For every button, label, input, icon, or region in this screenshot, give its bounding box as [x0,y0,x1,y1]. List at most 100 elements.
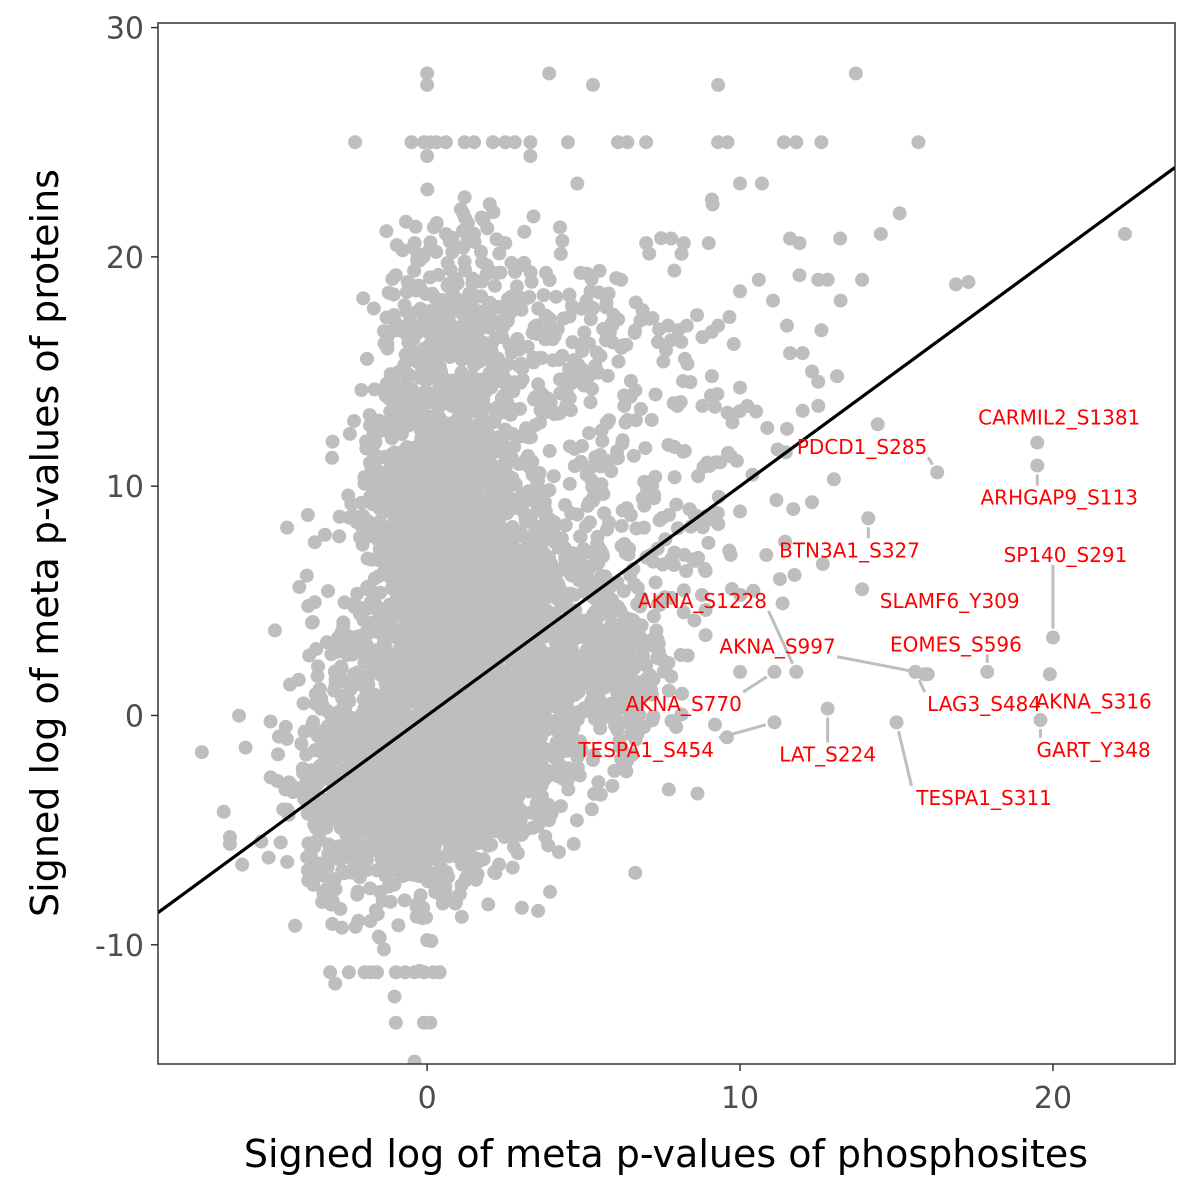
data-point [667,545,682,560]
data-point [350,887,365,902]
data-point [443,262,458,277]
data-point [413,422,428,437]
data-point [432,410,447,425]
data-point [368,903,383,918]
data-point [380,336,395,351]
data-point [362,689,377,704]
data-point [483,429,498,444]
data-point [544,525,559,540]
data-point [328,672,343,687]
data-point [593,787,608,802]
data-point [611,354,626,369]
data-point [696,460,711,475]
data-point [377,783,392,798]
data-point [489,575,504,590]
data-point [464,745,479,760]
data-point [536,569,551,584]
data-point [399,561,414,576]
data-point [479,654,494,669]
data-point [554,584,569,599]
data-point [273,835,288,850]
data-point [295,761,310,776]
data-point [707,399,722,414]
data-point [493,523,508,538]
data-point [277,729,292,744]
data-point [363,914,378,929]
data-point [425,731,440,746]
data-point [547,718,562,733]
data-point [470,836,485,851]
data-point [317,527,332,542]
data-point [356,849,371,864]
data-point [358,718,373,733]
data-point [356,676,371,691]
data-point [414,402,429,417]
data-point [336,615,351,630]
data-point [585,381,600,396]
data-point [334,920,349,935]
data-point [469,851,484,866]
data-point [518,624,533,639]
data-point [364,552,379,567]
data-point [393,416,408,431]
data-point [457,824,472,839]
data-point [414,677,429,692]
data-point [531,547,546,562]
data-point [555,348,570,363]
data-point [326,683,341,698]
data-point [388,842,403,857]
data-point [455,608,470,623]
data-point [471,644,486,659]
data-point [618,545,633,560]
data-point [347,666,362,681]
data-point [429,215,444,230]
data-point [408,219,423,234]
data-point [419,373,434,388]
data-point [394,604,409,619]
data-point [538,503,553,518]
data-point [553,799,568,814]
data-point [594,423,609,438]
data-point [468,682,483,697]
data-point [760,420,775,435]
data-point [447,623,462,638]
data-point [326,801,341,816]
data-point [390,398,405,413]
data-point [518,823,533,838]
data-point [478,455,493,470]
data-point [516,647,531,662]
data-point [338,687,353,702]
data-point [397,298,412,313]
data-point [795,403,810,418]
data-point [354,495,369,510]
data-point [399,549,414,564]
data-point [359,351,374,366]
data-point [562,476,577,491]
data-point [458,666,473,681]
data-point [456,206,471,221]
data-point [439,782,454,797]
data-point [404,839,419,854]
data-point [514,900,529,915]
data-point [487,278,502,293]
data-point [312,681,327,696]
data-point [609,653,624,668]
data-point [514,429,529,444]
data-point [372,704,387,719]
data-point [321,584,336,599]
data-point [373,719,388,734]
data-point [586,590,601,605]
data-point [566,625,581,640]
data-point [534,665,549,680]
data-point [446,535,461,550]
data-point [497,710,512,725]
data-point [567,441,582,456]
data-point [508,796,523,811]
data-point [588,604,603,619]
data-point [628,323,643,338]
data-point [402,748,417,763]
data-point [610,723,625,738]
data-point [407,522,422,537]
data-point [565,335,580,350]
data-point [421,534,436,549]
